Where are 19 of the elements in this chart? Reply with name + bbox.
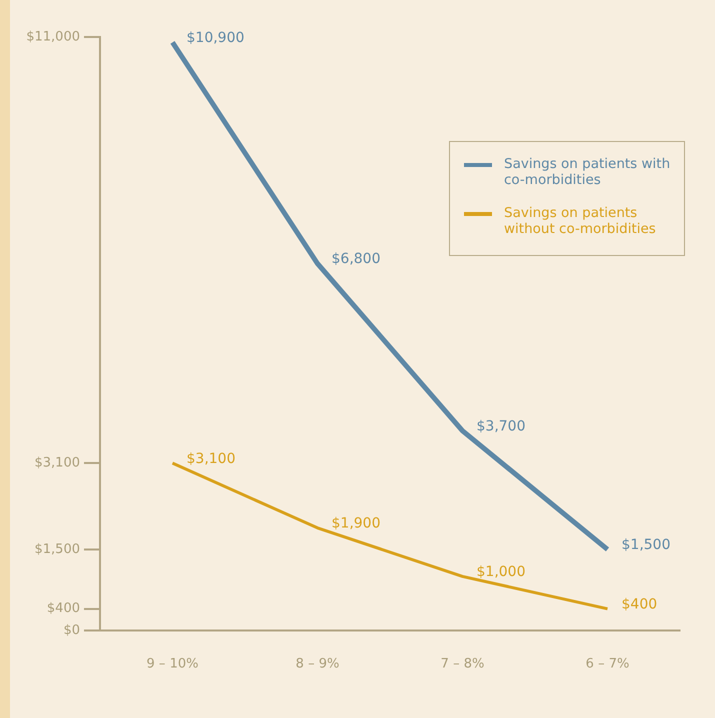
data-label: $1,900	[332, 516, 380, 532]
x-tick-label: 6 – 7%	[586, 656, 630, 672]
legend-label: Savings on patients with co-morbidities	[504, 156, 672, 188]
x-tick-label: 7 – 8%	[440, 656, 484, 672]
data-label: $3,100	[186, 450, 236, 467]
x-tick-label: 8 – 9%	[296, 656, 340, 672]
data-label: $10,900	[186, 30, 244, 46]
y-tick-label: $3,100	[34, 456, 80, 471]
data-label: $1,000	[476, 564, 526, 580]
data-label: $6,800	[332, 251, 380, 268]
legend-label: Savings on patients without co-morbidities	[504, 205, 657, 237]
data-label: $3,700	[476, 418, 526, 434]
x-tick-label: 9 – 10%	[146, 656, 198, 672]
y-tick-label: $11,000	[26, 29, 80, 44]
y-tick-label: $400	[46, 601, 80, 616]
data-label: $400	[622, 596, 658, 612]
data-label: $1,500	[622, 537, 670, 554]
y-tick-label: $1,500	[34, 542, 80, 557]
y-tick-label: $0	[63, 622, 80, 638]
